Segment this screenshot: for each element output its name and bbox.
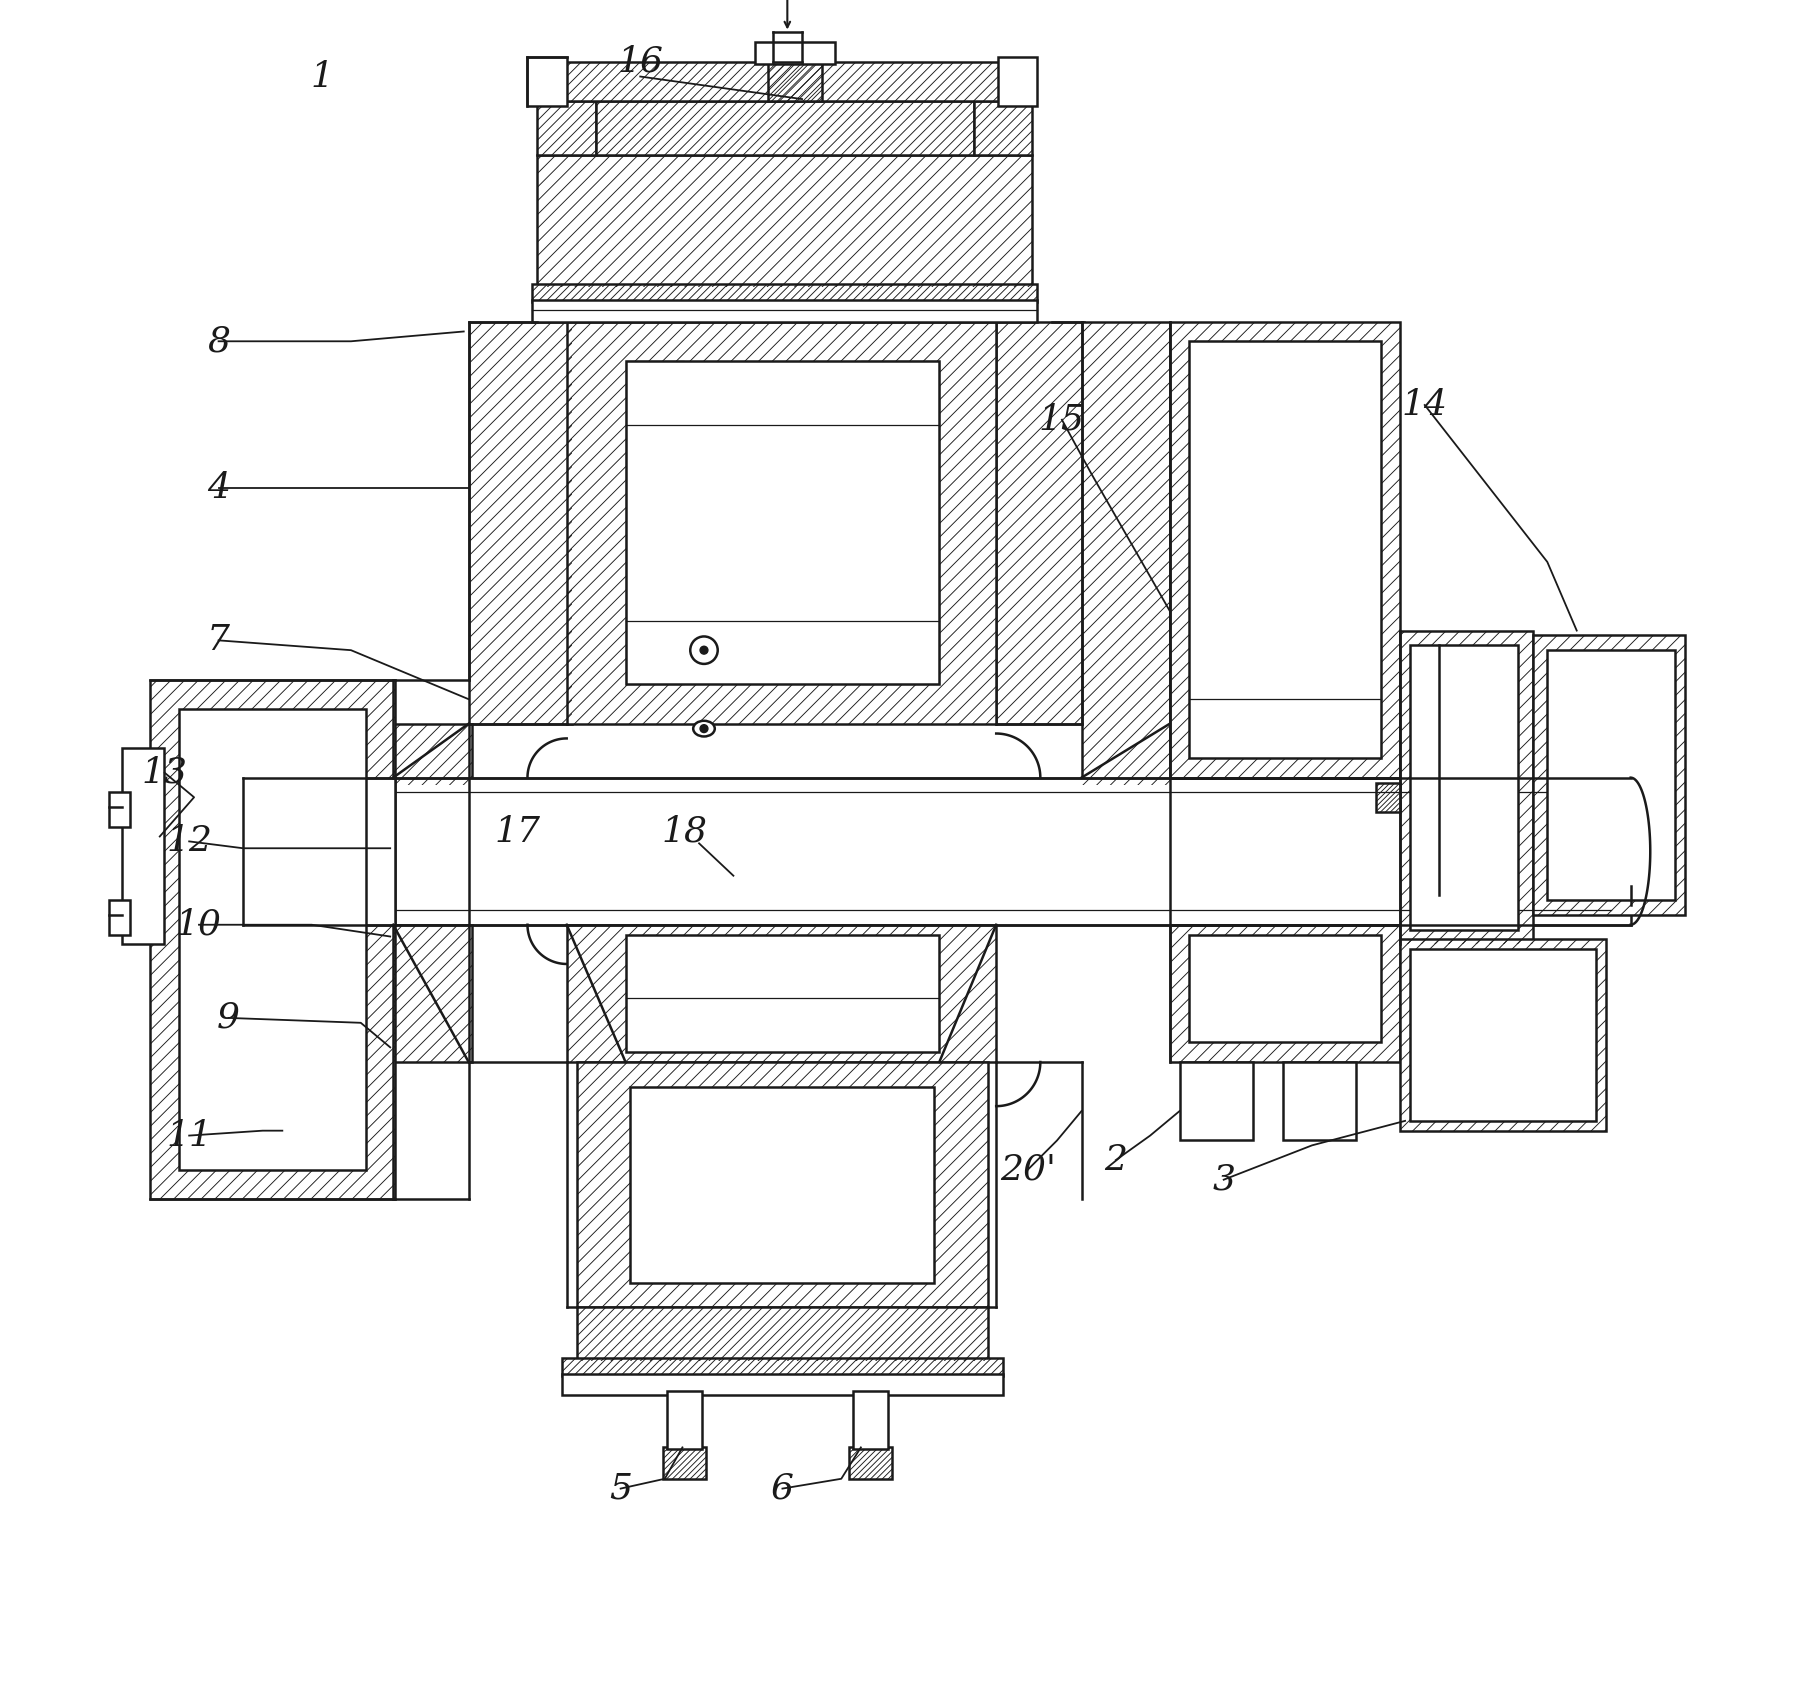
Polygon shape: [860, 360, 940, 685]
Polygon shape: [532, 284, 1038, 303]
Text: 10: 10: [176, 908, 223, 942]
Polygon shape: [768, 57, 822, 101]
Polygon shape: [1445, 783, 1469, 812]
Polygon shape: [1532, 636, 1684, 915]
Polygon shape: [150, 680, 395, 1199]
Bar: [625, 360, 940, 685]
Polygon shape: [567, 925, 996, 1062]
Polygon shape: [393, 925, 471, 1062]
Polygon shape: [567, 321, 996, 724]
Text: 6: 6: [771, 1471, 793, 1505]
Bar: [625, 935, 940, 1052]
Bar: [243, 778, 1630, 925]
Bar: [630, 1087, 934, 1283]
Polygon shape: [1081, 321, 1170, 785]
Bar: [1411, 949, 1595, 1121]
Polygon shape: [576, 1062, 989, 1307]
Text: 17: 17: [494, 815, 541, 849]
Bar: [109, 793, 130, 827]
Polygon shape: [996, 321, 1085, 724]
Bar: [1411, 646, 1518, 930]
Bar: [666, 1390, 703, 1449]
Bar: [1282, 1062, 1356, 1140]
Text: 7: 7: [206, 624, 230, 658]
Text: 9: 9: [217, 1001, 239, 1035]
Text: 16: 16: [618, 46, 663, 79]
Polygon shape: [561, 63, 1003, 101]
Bar: [123, 747, 163, 944]
Text: 1: 1: [310, 59, 333, 93]
Polygon shape: [538, 156, 1032, 287]
Bar: [179, 709, 366, 1170]
Bar: [853, 1390, 889, 1449]
Bar: [998, 57, 1038, 107]
Bar: [755, 42, 835, 64]
Polygon shape: [663, 1447, 706, 1480]
Polygon shape: [469, 321, 572, 724]
Text: 12: 12: [167, 825, 212, 859]
Polygon shape: [1170, 321, 1400, 778]
Polygon shape: [974, 101, 1032, 156]
Ellipse shape: [694, 720, 715, 737]
Bar: [1547, 649, 1675, 900]
Bar: [561, 1373, 1003, 1395]
Text: 2: 2: [1105, 1143, 1126, 1177]
Polygon shape: [576, 1307, 989, 1361]
Polygon shape: [1400, 940, 1606, 1131]
Bar: [109, 900, 130, 935]
Bar: [527, 57, 567, 107]
Circle shape: [690, 636, 717, 665]
Polygon shape: [625, 360, 685, 685]
Bar: [1179, 1062, 1253, 1140]
Polygon shape: [1170, 925, 1400, 1062]
Text: 15: 15: [1040, 402, 1085, 436]
Bar: [1190, 342, 1380, 758]
Bar: [243, 778, 395, 925]
Text: 18: 18: [661, 815, 708, 849]
Text: 4: 4: [206, 472, 230, 506]
Polygon shape: [538, 101, 596, 156]
Circle shape: [701, 646, 708, 654]
Bar: [1190, 935, 1380, 1042]
Circle shape: [701, 725, 708, 732]
Text: 20': 20': [1000, 1153, 1056, 1187]
Polygon shape: [1400, 631, 1532, 944]
Polygon shape: [596, 101, 974, 156]
Text: 8: 8: [206, 325, 230, 358]
Text: 14: 14: [1402, 387, 1447, 423]
Text: 13: 13: [141, 756, 188, 790]
Polygon shape: [561, 1358, 1003, 1376]
Polygon shape: [1376, 783, 1400, 812]
Text: 3: 3: [1212, 1163, 1235, 1197]
Polygon shape: [393, 724, 471, 785]
Text: 11: 11: [167, 1118, 212, 1153]
Text: 5: 5: [608, 1471, 632, 1505]
Polygon shape: [849, 1447, 893, 1480]
Bar: [532, 299, 1038, 321]
